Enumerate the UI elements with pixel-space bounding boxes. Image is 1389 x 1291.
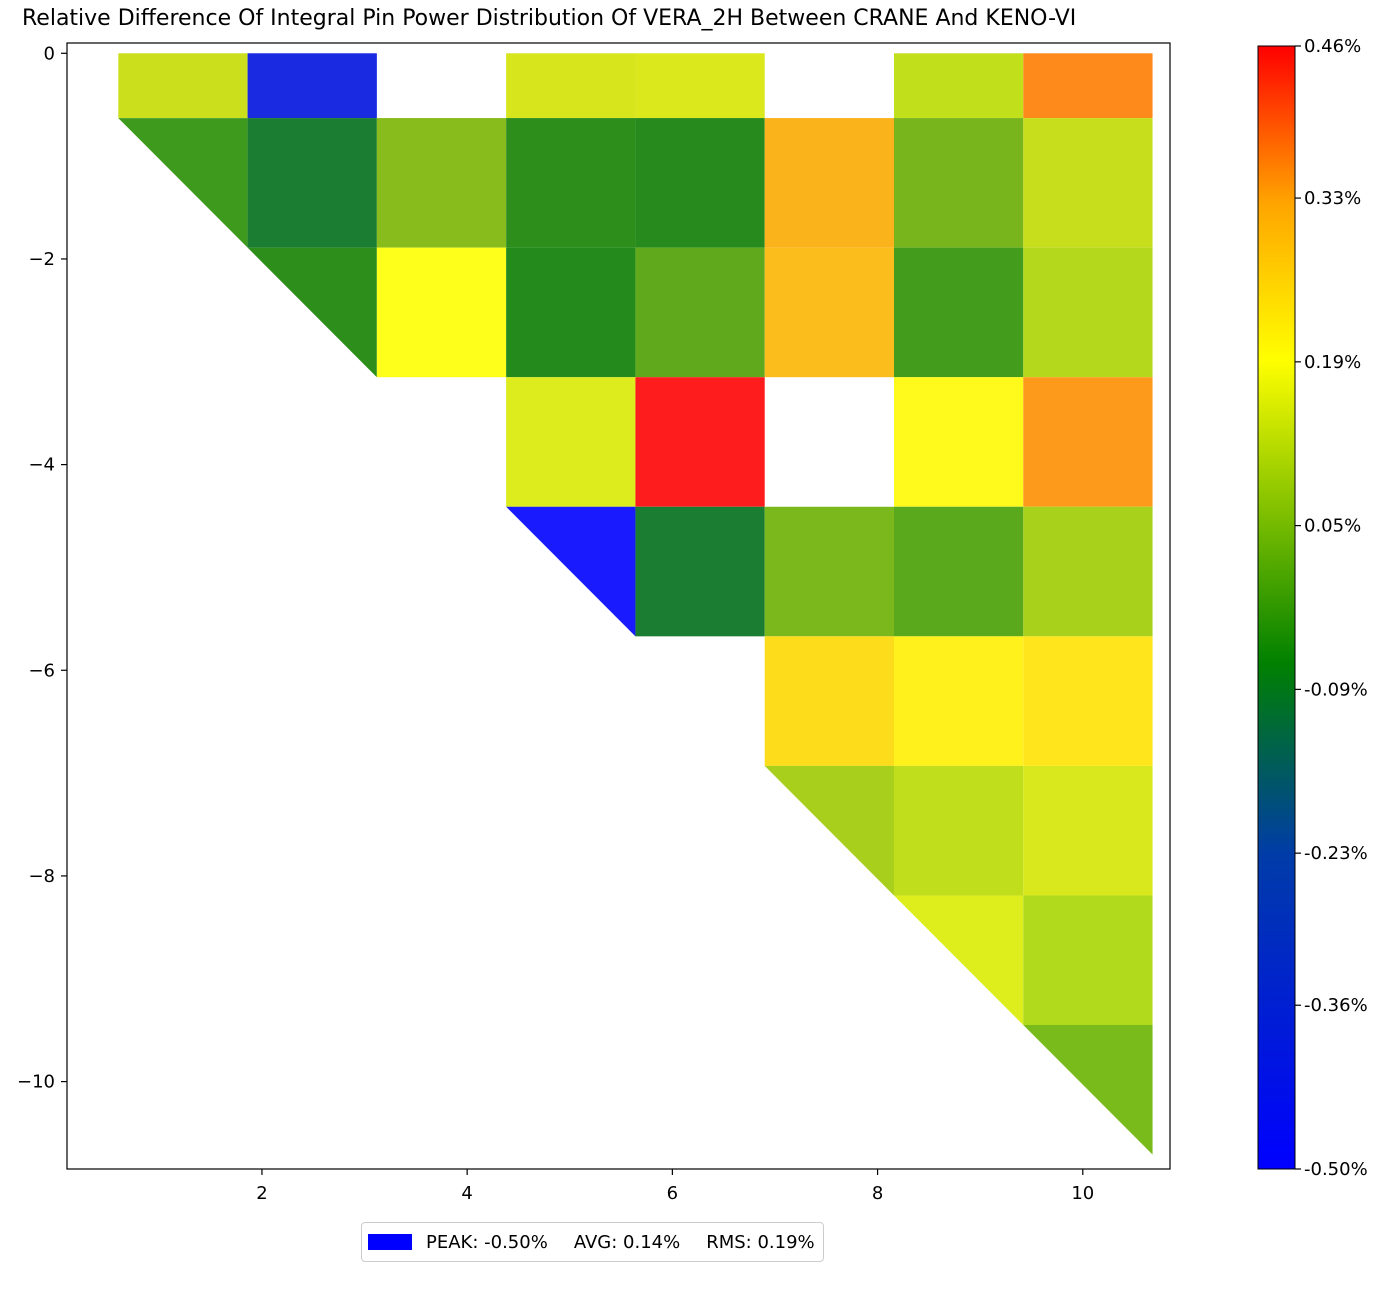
- heatmap-cell-r4-c5: [764, 506, 894, 637]
- heatmap-cell-r5-c5: [764, 636, 894, 766]
- heatmap-cell-r3-c3: [506, 377, 636, 507]
- heatmap-cell-r2-c3: [506, 247, 636, 378]
- heatmap-cell-r4-c3: [506, 506, 636, 637]
- heatmap-cell-r2-c5: [764, 247, 894, 378]
- chart-title: Relative Difference Of Integral Pin Powe…: [22, 6, 1077, 31]
- y-tick-label: −8: [28, 866, 55, 887]
- heatmap-cell-r4-c6: [893, 506, 1024, 637]
- colorbar-tick-label: 0.46%: [1304, 36, 1361, 57]
- heatmap-cell-r3-c4: [635, 377, 765, 507]
- heatmap-cell-r1-c0: [118, 118, 248, 248]
- heatmap-cell-r1-c1: [247, 118, 377, 248]
- y-tick-label: −6: [28, 660, 55, 681]
- heatmap-cell-r3-c7: [1023, 377, 1153, 507]
- heatmap-cell-r1-c4: [635, 118, 765, 248]
- heatmap-cell-r4-c4: [635, 506, 765, 637]
- x-tick-label: 10: [1071, 1183, 1094, 1204]
- x-tick-label: 2: [256, 1183, 267, 1204]
- heatmap-cell-r2-c6: [893, 247, 1024, 378]
- heatmap-cell-r7-c7: [1023, 895, 1153, 1026]
- y-tick-label: −10: [17, 1072, 55, 1093]
- x-tick-label: 4: [461, 1183, 472, 1204]
- colorbar-tick-label: 0.05%: [1304, 516, 1361, 537]
- colorbar-ticks: 0.46% 0.33% 0.19% 0.05% -0.09% -0.23% -0.36% -0…: [1295, 36, 1368, 1180]
- heatmap-cell-r0-c4: [635, 53, 765, 119]
- heatmap-cell-r2-c2: [376, 247, 507, 378]
- colorbar: [1257, 45, 1296, 1170]
- colorbar-tick-label: -0.36%: [1304, 995, 1368, 1016]
- heatmap-cell-r2-c7: [1023, 247, 1153, 378]
- colorbar-tick-label: -0.09%: [1304, 679, 1368, 700]
- legend-avg: AVG: 0.14%: [573, 1231, 681, 1253]
- legend-rms: RMS: 0.19%: [706, 1231, 815, 1253]
- y-tick-label: 0: [44, 43, 55, 64]
- plot-frame: [66, 42, 1171, 1170]
- heatmap-cell-r1-c3: [506, 118, 636, 248]
- heatmap-cell-r2-c4: [635, 247, 765, 378]
- heatmap-cell-r3-c6: [893, 377, 1024, 507]
- heatmap-cell-r6-c6: [893, 765, 1024, 896]
- colorbar-tick-label: 0.19%: [1304, 352, 1361, 373]
- heatmap-cell-r1-c7: [1023, 118, 1153, 248]
- heatmap-cell-r6-c5: [764, 765, 894, 896]
- legend-peak: PEAK: -0.50%: [426, 1231, 548, 1253]
- colorbar-tick-label: -0.50%: [1304, 1159, 1368, 1180]
- heatmap-cell-r6-c7: [1023, 765, 1153, 896]
- colorbar-tick-label: -0.23%: [1304, 843, 1368, 864]
- heatmap-cell-r1-c6: [893, 118, 1024, 248]
- legend: PEAK: -0.50% AVG: 0.14% RMS: 0.19%: [361, 1222, 824, 1262]
- x-tick-label: 6: [667, 1183, 678, 1204]
- heatmap-cells: [118, 53, 1153, 1155]
- heatmap-cell-r1-c2: [376, 118, 507, 248]
- heatmap-cell-r1-c5: [764, 118, 894, 248]
- heatmap-cell-r8-c7: [1023, 1025, 1153, 1155]
- heatmap-cell-r2-c1: [247, 247, 377, 378]
- heatmap-cell-r4-c7: [1023, 506, 1153, 637]
- heatmap-cell-r0-c3: [506, 53, 636, 119]
- heatmap-cell-r5-c6: [893, 636, 1024, 766]
- heatmap-cell-r0-c7: [1023, 53, 1153, 119]
- heatmap-cell-r0-c1: [247, 53, 377, 119]
- heatmap-cell-r0-c6: [893, 53, 1024, 119]
- heatmap-cell-r7-c6: [893, 895, 1024, 1026]
- legend-swatch: [368, 1234, 412, 1250]
- heatmap-cell-r5-c7: [1023, 636, 1153, 766]
- y-tick-label: −2: [28, 249, 55, 270]
- y-tick-label: −4: [28, 455, 55, 476]
- colorbar-tick-label: 0.33%: [1304, 188, 1361, 209]
- heatmap-cell-r0-c0: [118, 53, 248, 119]
- y-axis: 0 −2 −4 −6 −8 −10: [17, 43, 67, 1093]
- x-axis: 2 4 6 8 10: [256, 1169, 1094, 1204]
- x-tick-label: 8: [872, 1183, 883, 1204]
